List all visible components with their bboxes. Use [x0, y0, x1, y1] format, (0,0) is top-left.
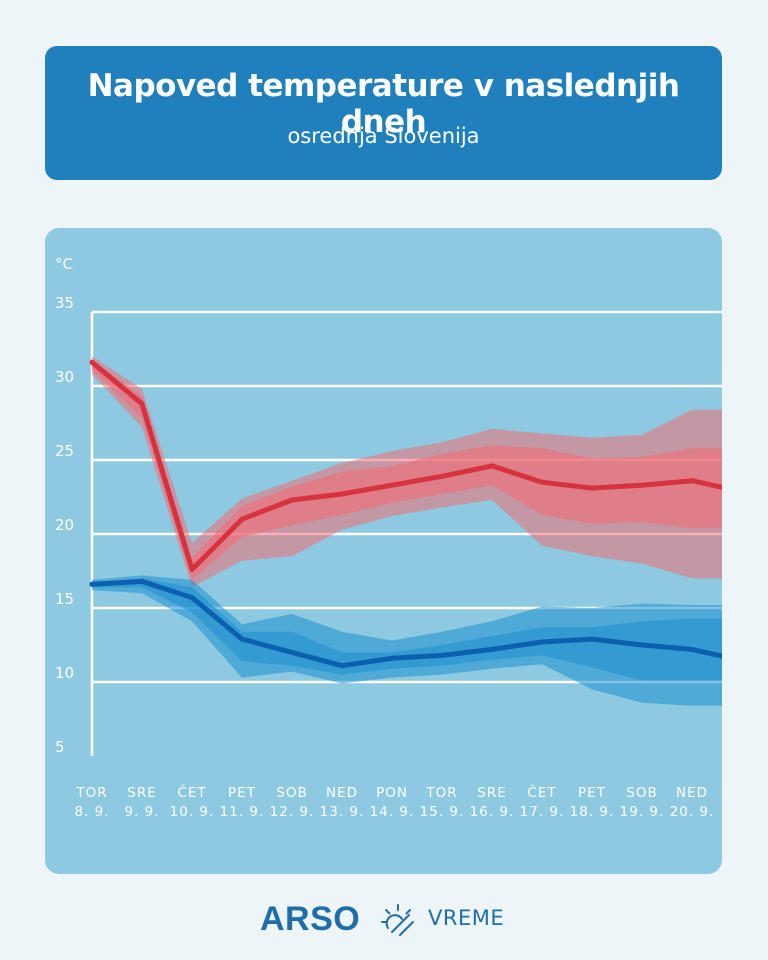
data-point — [439, 652, 445, 658]
data-point — [639, 482, 645, 488]
x-tick-date: 13. 9. — [320, 804, 365, 820]
data-point — [339, 663, 345, 669]
x-tick-date: 11. 9. — [220, 804, 265, 820]
data-point — [189, 595, 195, 601]
data-point — [489, 463, 495, 469]
x-tick-date: 18. 9. — [570, 804, 615, 820]
data-point — [139, 578, 145, 584]
footer: ARSO VREME — [0, 898, 768, 942]
band-inner-series-1 — [92, 578, 722, 681]
x-tick-date: 10. 9. — [170, 804, 215, 820]
data-point — [139, 401, 145, 407]
data-point — [89, 359, 95, 365]
chart-panel: °C 5 10 15 20 25 30 35 TOR 8. 9. SRE 9. 9. ČET 10. 9.… — [45, 228, 722, 874]
brand-logo: ARSO — [260, 900, 361, 938]
y-tick-label: 20 — [55, 516, 74, 534]
data-point — [389, 482, 395, 488]
x-tick-date: 16. 9. — [470, 804, 515, 820]
x-tick-day: ČET — [177, 783, 206, 801]
data-point — [689, 478, 695, 484]
data-point — [689, 646, 695, 652]
data-point — [639, 642, 645, 648]
band-outer-series-1 — [92, 575, 722, 706]
x-tick-day: SOB — [276, 785, 307, 801]
x-tick-date: 20. 9. — [670, 804, 715, 820]
y-tick-label: 15 — [55, 590, 74, 608]
data-point — [489, 646, 495, 652]
data-point — [389, 655, 395, 661]
x-tick-date: 8. 9. — [74, 804, 109, 820]
x-tick-day: PET — [228, 785, 256, 801]
data-point — [539, 639, 545, 645]
data-point — [189, 567, 195, 573]
series-line-0 — [89, 359, 722, 572]
x-tick-day: NED — [676, 785, 708, 801]
x-tick-date: 15. 9. — [420, 804, 465, 820]
data-point — [589, 485, 595, 491]
y-tick-label: 5 — [55, 738, 65, 756]
series-line-1 — [89, 578, 722, 669]
x-tick-day: SRE — [127, 785, 156, 801]
section-label: VREME — [428, 906, 505, 930]
temperature-chart: °C 5 10 15 20 25 30 35 TOR 8. 9. SRE 9. 9. ČET 10. 9.… — [55, 255, 722, 820]
data-point — [239, 516, 245, 522]
x-tick-day: PON — [376, 785, 408, 801]
x-tick-day: NED — [326, 785, 358, 801]
y-tick-label: 30 — [55, 368, 74, 386]
sun-cloud-icon — [381, 904, 414, 936]
data-point — [439, 473, 445, 479]
y-tick-label: 25 — [55, 442, 74, 460]
x-tick-date: 9. 9. — [124, 804, 159, 820]
x-tick-date: 12. 9. — [270, 804, 315, 820]
x-tick-day: PET — [578, 785, 606, 801]
y-tick-label: 10 — [55, 664, 74, 682]
x-tick-day: SRE — [477, 785, 506, 801]
y-unit-label: °C — [55, 255, 73, 273]
data-point — [289, 497, 295, 503]
y-tick-label: 35 — [55, 294, 74, 312]
data-point — [89, 581, 95, 587]
x-tick-date: 14. 9. — [370, 804, 415, 820]
x-tick-date: 19. 9. — [620, 804, 665, 820]
title-box: Napoved temperature v naslednjih dneh os… — [45, 46, 722, 180]
x-tick-date: 17. 9. — [520, 804, 565, 820]
x-tick-day: SOB — [626, 785, 657, 801]
x-tick-day: TOR — [425, 785, 457, 801]
band-inner-series-0 — [92, 359, 722, 580]
data-point — [289, 649, 295, 655]
x-tick-day: ČET — [527, 783, 556, 801]
x-tick-day: TOR — [75, 785, 107, 801]
data-point — [589, 636, 595, 642]
data-point — [339, 491, 345, 497]
page-subtitle: osrednja Slovenija — [287, 124, 480, 148]
data-point — [239, 636, 245, 642]
page-title: Napoved temperature v naslednjih dneh — [87, 68, 680, 140]
data-point — [539, 479, 545, 485]
